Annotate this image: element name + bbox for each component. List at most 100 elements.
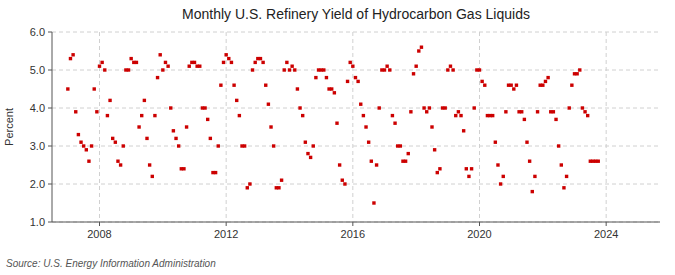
point	[457, 110, 460, 113]
point	[140, 114, 143, 117]
grid-line	[99, 32, 100, 222]
point	[531, 190, 534, 193]
point	[372, 201, 375, 204]
point	[111, 137, 114, 140]
grid-line	[52, 146, 660, 147]
point	[214, 171, 217, 174]
point	[333, 91, 336, 94]
point	[346, 80, 349, 83]
y-tick-label: 6.0	[30, 26, 45, 38]
point	[166, 65, 169, 68]
point	[161, 68, 164, 71]
point	[253, 61, 256, 64]
point	[251, 68, 254, 71]
point	[459, 114, 462, 117]
point	[77, 133, 80, 136]
point	[554, 118, 557, 121]
x-axis-line	[52, 222, 660, 223]
points	[66, 46, 600, 205]
x-tick-label: 2024	[594, 228, 618, 240]
point	[364, 125, 367, 128]
point	[351, 65, 354, 68]
y-tick-label: 5.0	[30, 64, 45, 76]
point	[491, 114, 494, 117]
point	[525, 141, 528, 144]
grid-line	[52, 70, 660, 71]
point	[465, 167, 468, 170]
point	[283, 68, 286, 71]
point	[148, 163, 151, 166]
point	[581, 106, 584, 109]
point	[502, 175, 505, 178]
point	[95, 110, 98, 113]
point	[504, 110, 507, 113]
point	[483, 84, 486, 87]
point	[378, 106, 381, 109]
x-tick	[99, 222, 100, 226]
point	[269, 125, 272, 128]
point	[575, 72, 578, 75]
point	[586, 114, 589, 117]
point	[185, 125, 188, 128]
point	[348, 61, 351, 64]
point	[536, 110, 539, 113]
point	[156, 76, 159, 79]
point	[330, 87, 333, 90]
point	[114, 141, 117, 144]
grid-line	[52, 222, 660, 223]
point	[100, 61, 103, 64]
point	[335, 122, 338, 125]
point	[422, 106, 425, 109]
point	[314, 76, 317, 79]
point	[480, 80, 483, 83]
point	[290, 65, 293, 68]
point	[85, 148, 88, 151]
point	[393, 122, 396, 125]
point	[164, 61, 167, 64]
point	[272, 144, 275, 147]
x-tick	[479, 222, 480, 226]
point	[385, 65, 388, 68]
point	[375, 163, 378, 166]
point	[552, 110, 555, 113]
point	[238, 114, 241, 117]
point	[407, 152, 410, 155]
point	[106, 114, 109, 117]
point	[71, 53, 74, 56]
point	[557, 144, 560, 147]
point	[391, 114, 394, 117]
point	[246, 186, 249, 189]
point	[188, 65, 191, 68]
point	[87, 160, 90, 163]
point	[343, 182, 346, 185]
point	[248, 182, 251, 185]
point	[82, 144, 85, 147]
point	[198, 65, 201, 68]
point	[224, 53, 227, 56]
point	[66, 87, 69, 90]
point	[388, 68, 391, 71]
point	[412, 72, 415, 75]
point	[523, 118, 526, 121]
point	[509, 84, 512, 87]
point	[470, 167, 473, 170]
x-tick	[606, 222, 607, 226]
point	[546, 76, 549, 79]
point	[449, 65, 452, 68]
point	[277, 186, 280, 189]
point	[568, 106, 571, 109]
point	[359, 103, 362, 106]
point	[414, 65, 417, 68]
grid-line	[226, 32, 227, 222]
y-tick	[48, 184, 52, 185]
point	[454, 114, 457, 117]
point	[172, 129, 175, 132]
y-tick-label: 4.0	[30, 102, 45, 114]
point	[322, 68, 325, 71]
grid-line	[352, 32, 353, 222]
point	[312, 144, 315, 147]
point	[206, 118, 209, 121]
point	[288, 68, 291, 71]
point	[578, 68, 581, 71]
point	[259, 57, 262, 60]
